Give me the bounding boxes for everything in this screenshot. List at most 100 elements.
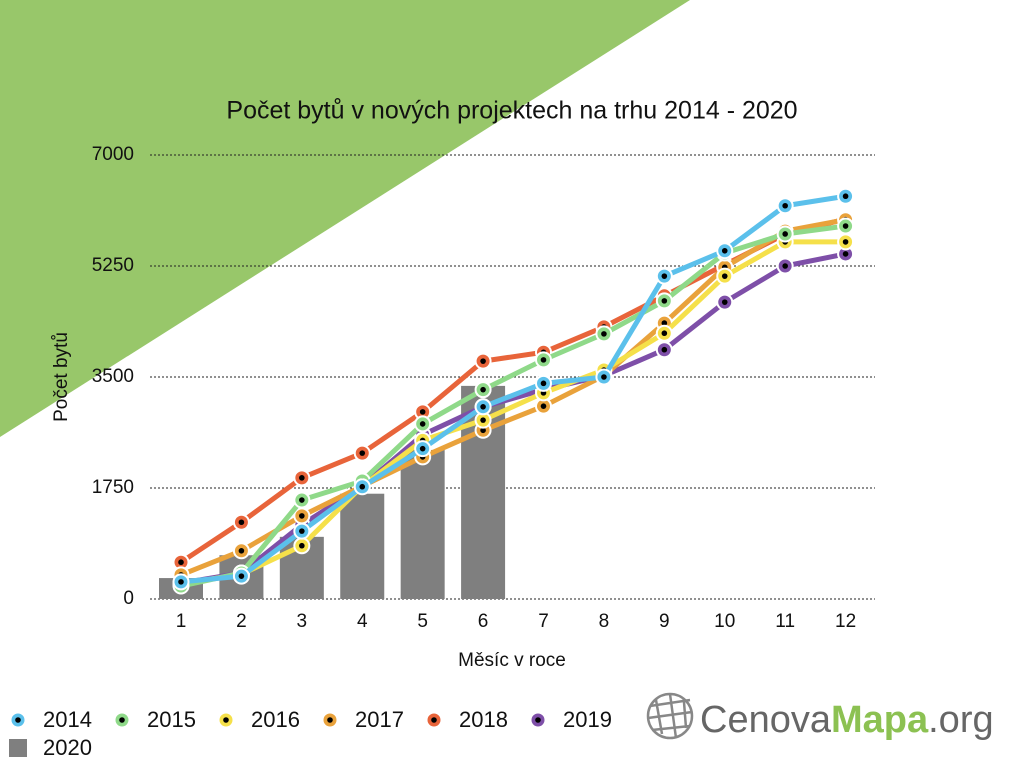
point — [716, 267, 734, 285]
marker-dot — [842, 223, 849, 229]
logo: CenovaMapa.org — [646, 692, 994, 741]
x-tick-label: 11 — [775, 611, 795, 632]
line — [180, 251, 847, 586]
point — [655, 267, 673, 285]
marker-dot — [480, 427, 486, 434]
marker-dot — [480, 417, 486, 423]
point — [474, 421, 492, 439]
point — [837, 217, 855, 235]
y-tick-label: 3500 — [92, 366, 134, 387]
legend-label: 2014 — [43, 707, 92, 732]
x-tick-label: 3 — [297, 611, 308, 632]
legend-dot — [535, 717, 541, 723]
marker-dot — [480, 386, 486, 393]
marker-dot — [299, 513, 305, 519]
x-tick-label: 5 — [417, 611, 428, 632]
y-axis-label: Počet bytů — [51, 332, 72, 422]
marker-dot — [178, 559, 184, 566]
point — [716, 293, 734, 311]
x-tick-label: 12 — [835, 611, 856, 632]
marker-dot — [480, 358, 486, 364]
marker-dot — [540, 380, 547, 387]
point — [655, 341, 673, 359]
marker-dot — [299, 542, 305, 549]
legend-dot — [119, 717, 125, 723]
marker-dot — [178, 579, 184, 585]
line — [180, 239, 846, 587]
point — [655, 292, 673, 310]
x-tick-label: 6 — [478, 611, 489, 632]
marker-dot — [842, 239, 849, 245]
marker-dot — [661, 330, 668, 337]
marker-dot — [480, 404, 486, 410]
point — [414, 440, 432, 458]
marker-dot — [238, 519, 245, 526]
marker-dot — [721, 299, 728, 305]
marker-dot — [601, 331, 607, 337]
logo-part: Cenova — [700, 699, 832, 741]
marker-dot — [661, 273, 668, 279]
bar — [400, 449, 445, 599]
point — [535, 374, 552, 392]
marker-dot — [299, 475, 305, 481]
marker-dot — [661, 298, 668, 304]
x-tick-label: 7 — [538, 611, 549, 632]
marker-dot — [661, 346, 668, 353]
legend-dot — [15, 717, 21, 723]
point — [776, 257, 794, 275]
marker-dot — [842, 251, 849, 257]
marker-dot — [419, 421, 426, 427]
point — [655, 324, 673, 342]
x-tick-label: 1 — [176, 611, 187, 632]
point — [474, 398, 492, 416]
marker-dot — [359, 450, 366, 456]
legend-label: 2016 — [251, 707, 300, 732]
marker-dot — [842, 193, 849, 200]
marker-dot — [419, 409, 426, 415]
point — [232, 542, 250, 560]
chart-title: Počet bytů v nových projektech na trhu 2… — [226, 97, 797, 125]
point — [232, 513, 250, 531]
point — [716, 242, 734, 260]
point — [837, 233, 855, 251]
marker-dot — [238, 573, 245, 579]
legend-dot — [431, 717, 437, 723]
line — [179, 216, 847, 565]
legend-dot — [327, 717, 333, 723]
marker-dot — [359, 483, 366, 490]
point — [414, 415, 432, 433]
x-tick-label: 4 — [357, 611, 368, 632]
background-triangle — [0, 0, 690, 437]
point — [232, 567, 250, 585]
point — [776, 197, 794, 215]
marker-dot — [299, 497, 305, 503]
point — [293, 522, 311, 540]
logo-text: CenovaMapa.org — [700, 699, 994, 741]
point — [474, 352, 492, 370]
legend-item: 2014 — [9, 707, 92, 732]
point — [353, 444, 371, 462]
marker-dot — [540, 403, 547, 409]
legend-item: 2015 — [113, 707, 196, 732]
x-tick-label: 9 — [659, 611, 670, 632]
line — [180, 223, 846, 589]
point — [535, 351, 552, 369]
legend-item: 2020 — [9, 735, 92, 760]
point — [414, 403, 432, 421]
point — [474, 381, 492, 399]
y-tick-label: 7000 — [92, 144, 134, 165]
point — [353, 478, 371, 496]
logo-part: Mapa — [831, 699, 929, 741]
y-tick-label: 5250 — [92, 255, 134, 276]
point — [293, 507, 311, 525]
x-axis-label: Měsíc v roce — [458, 650, 566, 671]
legend-item: 2018 — [425, 707, 508, 732]
marker-dot — [721, 273, 728, 279]
line — [180, 217, 847, 578]
marker-dot — [782, 231, 788, 237]
x-tick-label: 8 — [599, 611, 610, 632]
bar — [340, 493, 385, 599]
y-tick-label: 0 — [123, 588, 134, 609]
point — [595, 368, 613, 386]
